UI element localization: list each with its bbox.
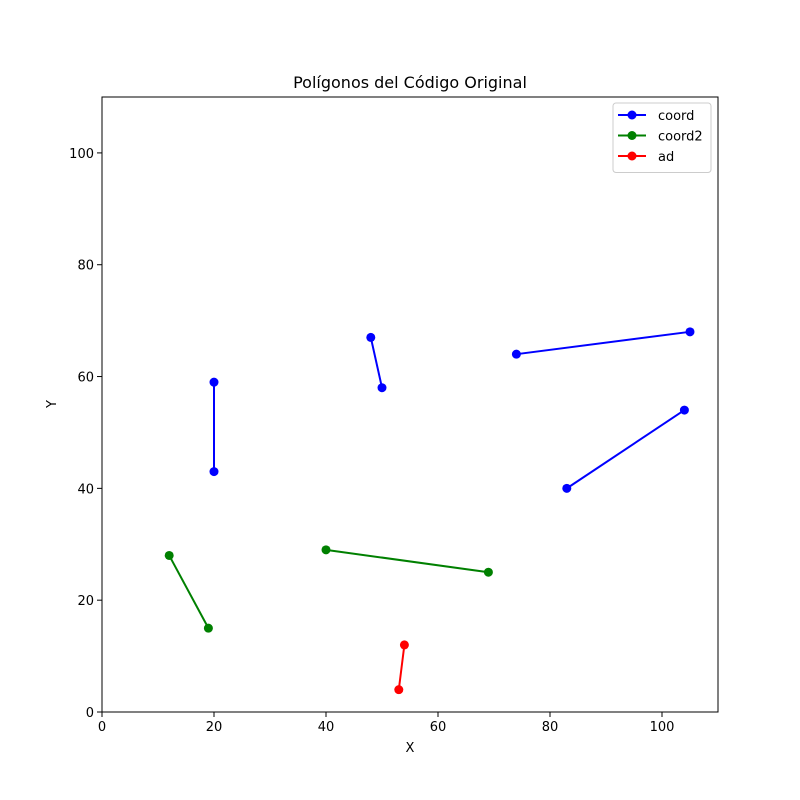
y-tick-label: 80 (77, 259, 94, 274)
x-tick-label: 20 (206, 720, 223, 735)
legend-item-coord: coord (618, 109, 694, 124)
y-axis-ticks: 0 20 40 60 80 100 (69, 147, 102, 721)
coord-point (685, 327, 695, 337)
coord2-point (203, 623, 213, 633)
coord-point (209, 467, 219, 477)
legend-label: coord (658, 109, 694, 124)
series-coord (209, 327, 695, 493)
series-layer (164, 327, 695, 695)
coord-point (562, 483, 572, 493)
legend-label: coord2 (658, 130, 703, 145)
y-axis-label: Y (45, 400, 60, 409)
legend-marker (627, 151, 637, 161)
coord2-point (483, 567, 493, 577)
x-tick-label: 100 (650, 720, 675, 735)
coord2-line (168, 554, 210, 629)
x-axis-ticks: 0 20 40 60 80 100 (98, 712, 675, 735)
coord2-point (321, 545, 331, 555)
x-tick-label: 80 (542, 720, 559, 735)
series-coord2 (164, 545, 493, 633)
ad-point (394, 685, 404, 695)
y-tick-label: 0 (86, 706, 94, 721)
coord2-point (164, 550, 174, 560)
legend-label: ad (658, 150, 674, 165)
legend: coord coord2 ad (612, 102, 712, 173)
ad-point (399, 640, 409, 650)
coord-line (516, 330, 691, 356)
legend-item-coord2: coord2 (618, 130, 703, 145)
coord-line (566, 409, 685, 490)
coord-point (366, 332, 376, 342)
coord-line (369, 337, 383, 388)
series-ad (394, 640, 409, 695)
ad-line (397, 644, 406, 690)
x-tick-label: 0 (98, 720, 106, 735)
legend-item-ad: ad (618, 150, 674, 165)
x-tick-label: 60 (430, 720, 447, 735)
coord2-line (325, 548, 489, 574)
y-tick-label: 60 (77, 371, 94, 386)
coord-point (377, 383, 387, 393)
x-axis-label: X (406, 741, 415, 756)
x-tick-label: 40 (318, 720, 335, 735)
legend-marker (627, 131, 637, 140)
y-tick-label: 100 (69, 147, 94, 162)
y-tick-label: 40 (77, 482, 94, 497)
chart-title: Polígonos del Código Original (293, 73, 527, 92)
coord-point (511, 349, 521, 359)
coord-point (209, 377, 219, 387)
legend-marker (627, 110, 637, 120)
coord-point (679, 405, 689, 415)
plot-frame (101, 96, 719, 713)
y-tick-label: 20 (77, 594, 94, 609)
